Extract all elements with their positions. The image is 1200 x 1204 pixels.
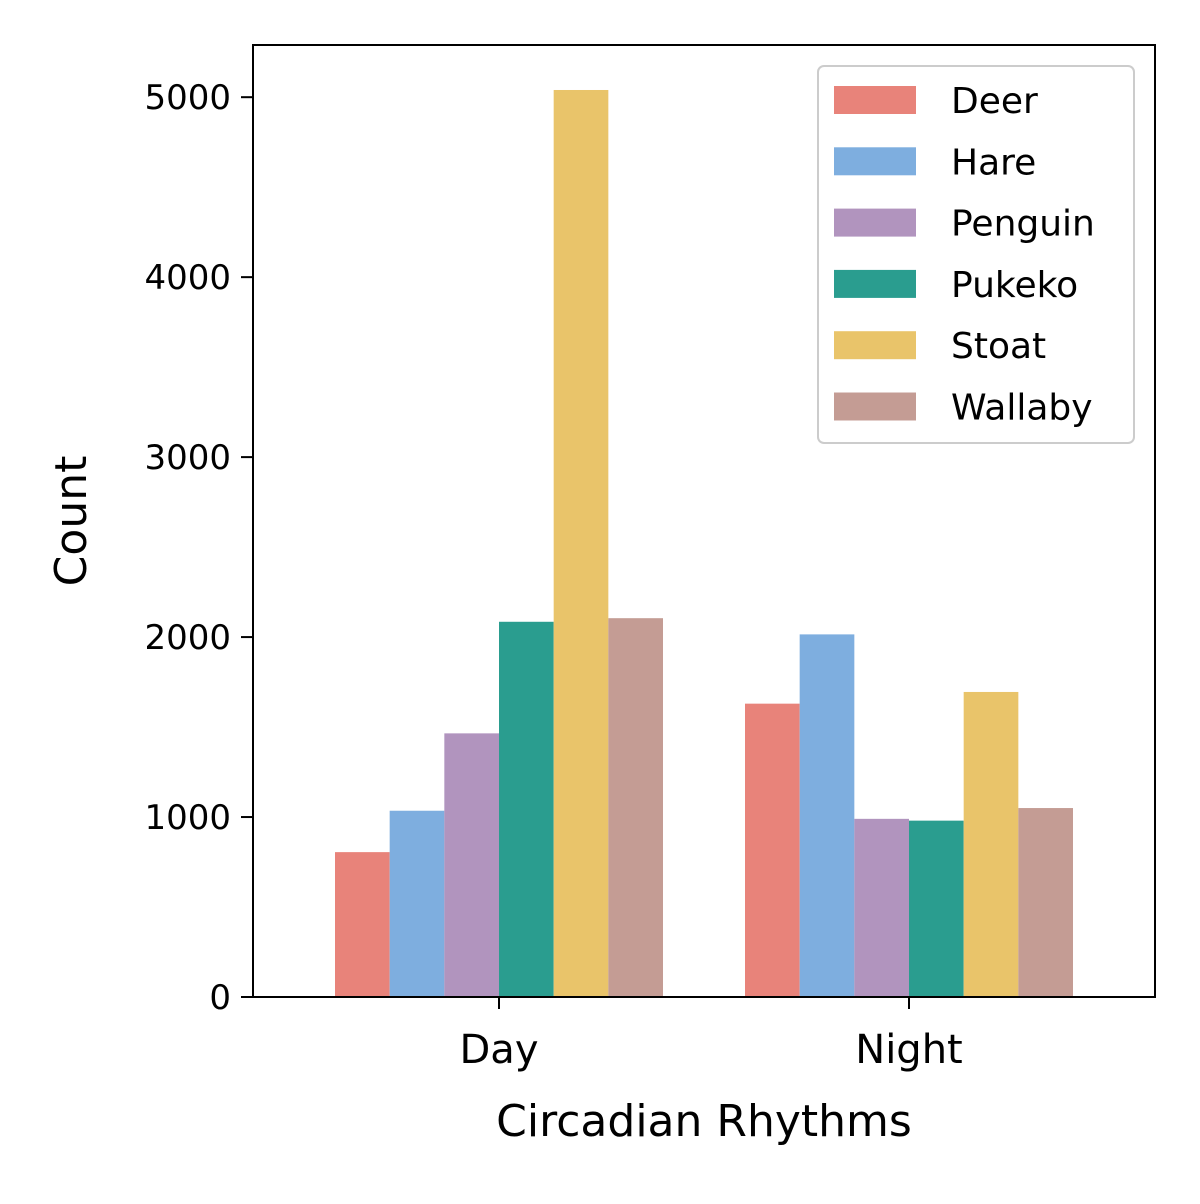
y-tick-label: 3000 <box>144 438 231 478</box>
legend-swatch-hare <box>834 147 916 176</box>
x-axis-title: Circadian Rhythms <box>496 1096 912 1147</box>
legend-label-stoat: Stoat <box>951 326 1046 367</box>
x-tick-label-night: Night <box>855 1027 962 1073</box>
y-tick-label: 5000 <box>144 78 231 118</box>
legend-label-pukeko: Pukeko <box>951 265 1078 306</box>
bar-stoat-night <box>963 691 1019 997</box>
bar-pukeko-day <box>499 621 554 997</box>
bar-stoat-day <box>553 89 609 998</box>
y-axis: 0 1000 2000 3000 4000 5000 <box>144 78 253 1018</box>
legend-swatch-wallaby <box>834 392 916 421</box>
bar-penguin-night <box>854 818 909 997</box>
legend-swatch-penguin <box>834 208 916 237</box>
legend-swatch-stoat <box>834 331 916 360</box>
x-axis: Day Night <box>460 997 963 1073</box>
y-tick-label: 4000 <box>144 258 231 298</box>
bar-deer-day <box>335 852 390 997</box>
legend-box <box>817 65 1135 444</box>
legend: Deer Hare Penguin Pukeko Stoat Wallaby <box>817 65 1135 444</box>
bar-deer-night <box>745 703 800 997</box>
legend-swatch-deer <box>834 86 916 114</box>
bar-hare-night <box>799 634 855 997</box>
bars-layer <box>335 89 1073 998</box>
bar-hare-day <box>389 810 445 997</box>
bar-wallaby-day <box>608 618 663 997</box>
legend-label-hare: Hare <box>951 142 1036 183</box>
x-tick-label-day: Day <box>460 1027 539 1073</box>
legend-label-wallaby: Wallaby <box>951 388 1093 429</box>
y-tick-label: 1000 <box>144 798 231 838</box>
bar-penguin-day <box>444 733 499 997</box>
legend-label-deer: Deer <box>951 81 1038 122</box>
legend-label-penguin: Penguin <box>951 204 1095 245</box>
bar-pukeko-night <box>909 820 964 997</box>
plot-frame <box>252 44 1156 998</box>
legend-swatch-pukeko <box>834 269 916 298</box>
y-tick-label: 2000 <box>144 618 231 658</box>
y-tick-label: 0 <box>209 978 231 1018</box>
bar-wallaby-night <box>1018 808 1073 997</box>
y-axis-title: Count <box>46 456 97 587</box>
